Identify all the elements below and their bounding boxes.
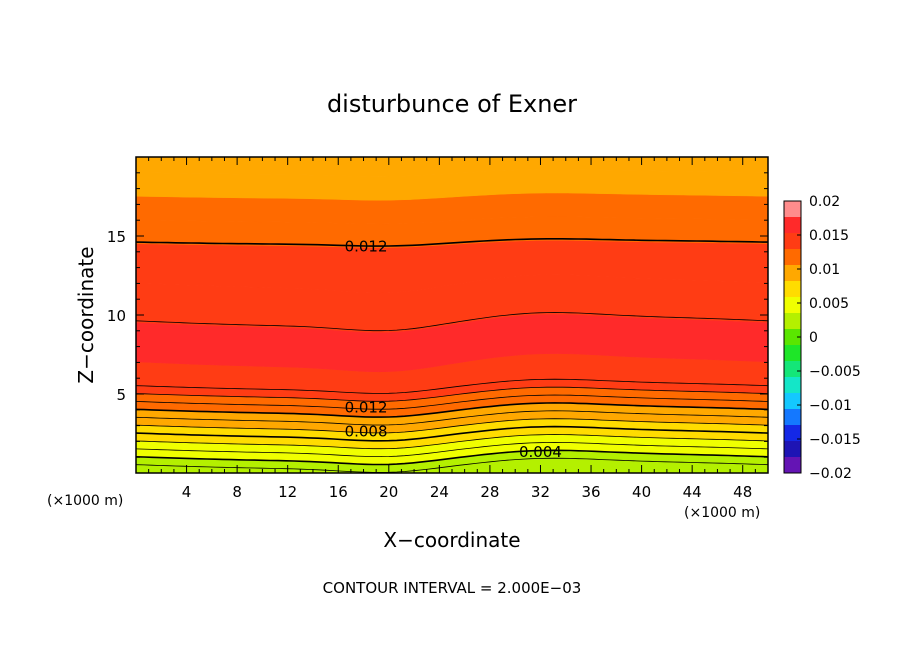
contour-line [135,418,769,434]
contour-line [135,449,769,466]
colorbar-segment [784,393,801,410]
x-axis-title: X−coordinate [383,528,520,552]
y-axis-title: Z−coordinate [74,246,98,383]
contour-line [135,457,769,473]
colorbar-segment [784,249,801,266]
contour-line [135,434,769,450]
y-axis: 5 10 15 [107,172,768,458]
colorbar-segment [784,329,801,346]
x-tick-label: 44 [683,483,702,501]
colorbar-segment [784,457,801,474]
contour-line [135,378,769,394]
colorbar-segment [784,345,801,362]
colorbar-segment [784,201,801,218]
x-tick-label: 48 [733,483,752,501]
colorbar-segment [784,377,801,394]
colorbar-segment [784,409,801,426]
contour-label: 0.008 [345,422,388,440]
colorbar-segment [784,233,801,250]
colorbar-tick-label: 0.02 [809,194,840,210]
contour-line [135,394,769,410]
x-axis: 4 8 12 16 20 24 28 32 36 40 44 48 [148,157,756,501]
contour-line [135,410,769,426]
colorbar-tick-label: −0.015 [809,432,861,448]
x-tick-label: 28 [480,483,499,501]
colorbar-tick-label: 0.015 [809,228,849,244]
x-tick-label: 32 [531,483,550,501]
colorbar-segment [784,361,801,378]
colorbar-tick-label: −0.02 [809,466,852,482]
colorbar-tick-label: −0.01 [809,398,852,414]
contour-label: 0.012 [345,237,388,255]
colorbar-segment [784,313,801,330]
x-tick-label: 8 [232,483,242,501]
y-tick-label: 5 [116,386,126,404]
contour-line [135,312,769,332]
contour-line [135,238,769,247]
y-tick-label: 15 [107,228,126,246]
x-tick-label: 12 [278,483,297,501]
contour-line [135,425,769,442]
contour-label: 0.012 [345,399,388,417]
x-unit-label-right: (×1000 m) [684,505,760,521]
x-tick-label: 36 [581,483,600,501]
x-tick-label: 4 [182,483,192,501]
colorbar-tick-label: 0.01 [809,262,840,278]
colorbar-segment [784,281,801,298]
contour-label: 0.004 [519,443,562,461]
chart-title: disturbunce of Exner [327,90,577,118]
colorbar-segment [784,265,801,282]
contour-line [135,386,769,402]
contour-line [135,402,769,418]
colorbar-tick-label: 0 [809,330,818,346]
colorbar-segment [784,425,801,442]
y-tick-label: 10 [107,307,126,325]
contour-lines [135,238,769,473]
contour-fill [135,156,769,474]
colorbar-segment [784,217,801,234]
contour-interval-footer: CONTOUR INTERVAL = 2.000E−03 [323,579,582,597]
x-tick-label: 20 [379,483,398,501]
colorbar-tick-label: 0.005 [809,296,849,312]
contour-labels: 0.012 0.012 0.008 0.004 [345,237,562,461]
colorbar-segment [784,297,801,314]
colorbar: 0.02 0.015 0.01 0.005 0 −0.005 −0.01 −0.015 −0.0… [783,194,861,482]
x-unit-label-left: (×1000 m) [47,493,123,509]
x-tick-label: 16 [329,483,348,501]
x-tick-label: 24 [430,483,449,501]
contour-line [135,441,769,457]
x-tick-label: 40 [632,483,651,501]
colorbar-segment [784,441,801,458]
colorbar-tick-label: −0.005 [809,364,861,380]
